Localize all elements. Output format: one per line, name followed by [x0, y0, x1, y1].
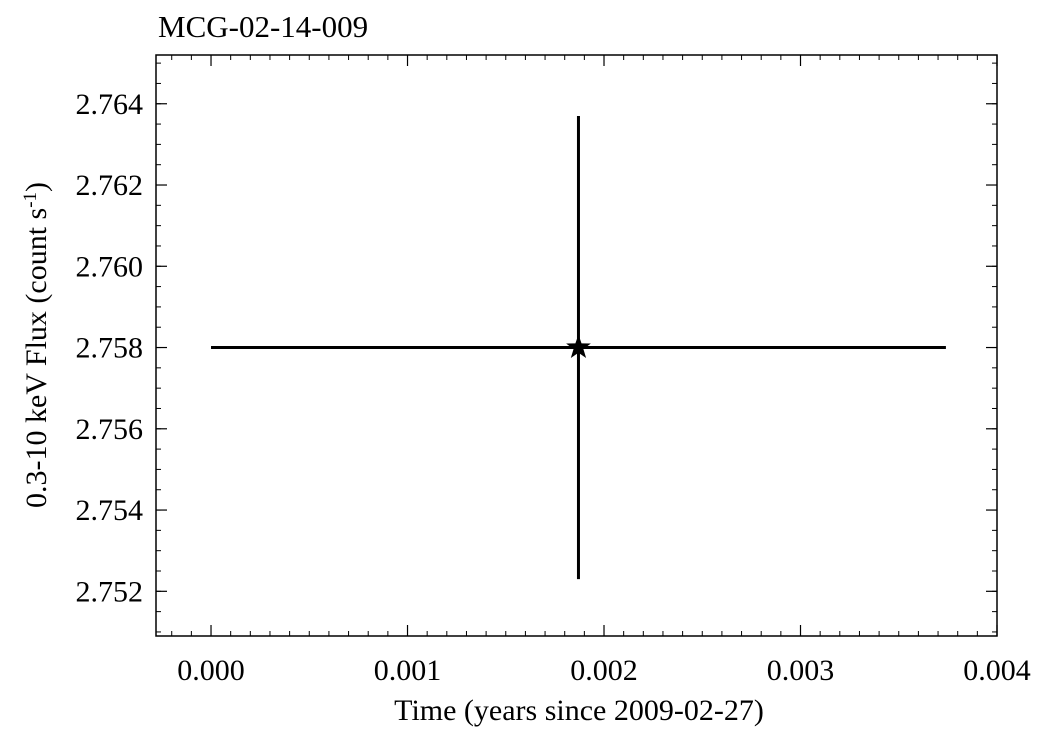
x-tick-labels: 0.000 0.001 0.002 0.003 0.004: [177, 654, 1030, 687]
x-tick-label: 0.002: [570, 654, 638, 687]
x-tick-label: 0.001: [374, 654, 442, 687]
y-axis-label-main: 0.3-10 keV Flux (count s: [20, 208, 53, 508]
x-axis-label: Time (years since 2009-02-27): [394, 694, 764, 727]
x-major-ticks: [210, 55, 998, 636]
y-major-ticks: [156, 103, 997, 592]
y-tick-label: 2.758: [76, 332, 144, 365]
data-point-star: [566, 334, 591, 359]
y-axis-label-suffix: ): [20, 182, 53, 192]
y-tick-label: 2.754: [76, 494, 144, 527]
plot-frame: [155, 54, 998, 637]
x-tick-label: 0.003: [767, 654, 835, 687]
x-tick-label: 0.004: [963, 654, 1031, 687]
x-tick-label: 0.000: [177, 654, 245, 687]
y-tick-label: 2.752: [76, 575, 144, 608]
x-minor-ticks: [171, 55, 998, 636]
y-tick-labels: 2.752 2.754 2.756 2.758 2.760 2.762 2.764: [76, 88, 144, 609]
chart-title: MCG-02-14-009: [158, 9, 368, 44]
y-tick-label: 2.762: [76, 169, 144, 202]
y-tick-label: 2.764: [76, 88, 144, 121]
y-axis-label-superscript: -1: [20, 192, 41, 208]
y-axis-label: 0.3-10 keV Flux (count s-1): [20, 182, 54, 508]
data-layer: [211, 115, 946, 580]
y-tick-label: 2.756: [76, 413, 144, 446]
y-tick-label: 2.760: [76, 250, 144, 283]
